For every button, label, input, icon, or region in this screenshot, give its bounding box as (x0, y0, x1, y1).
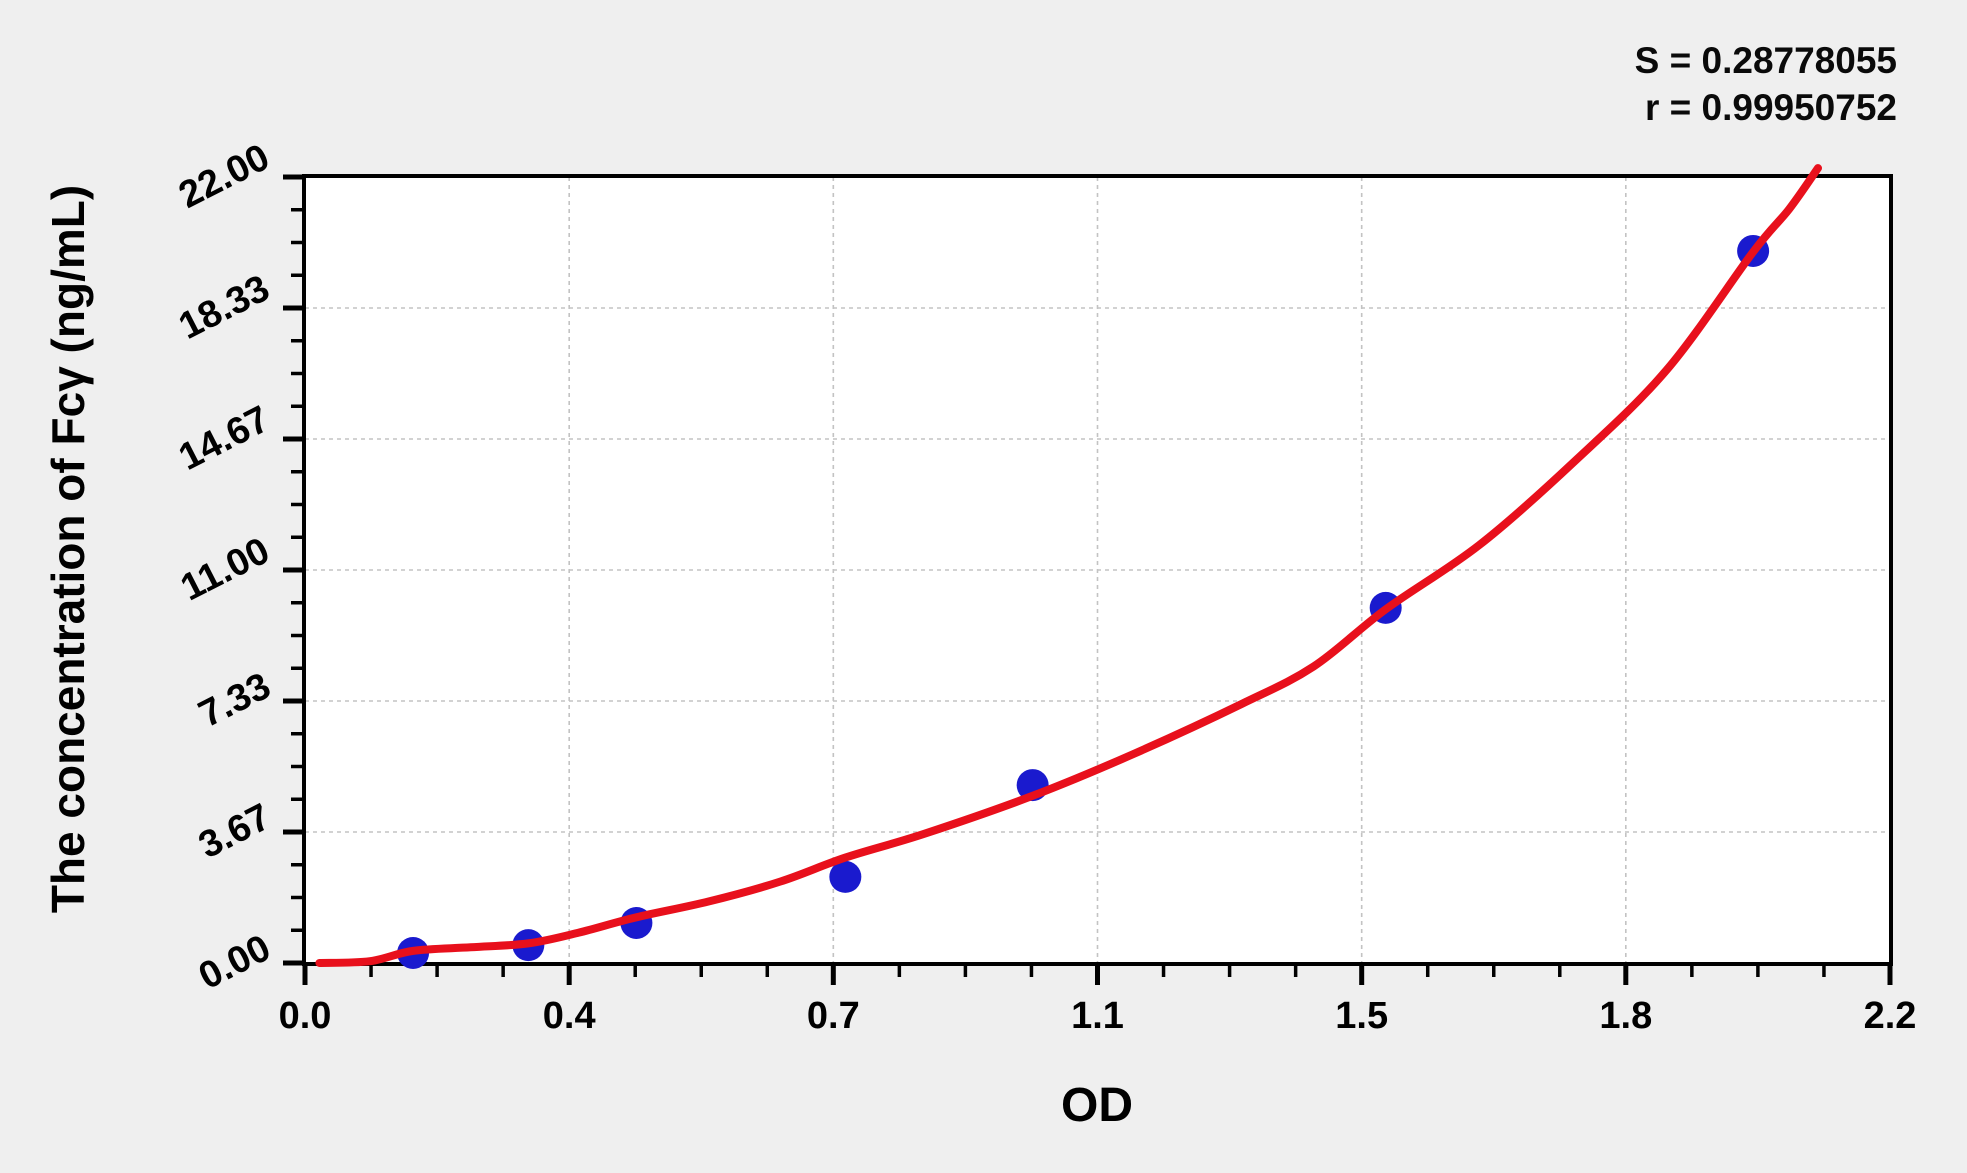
x-axis-title: OD (1061, 1079, 1133, 1132)
x-tick-label: 0.0 (278, 995, 332, 1037)
x-tick-label: 0.4 (542, 995, 596, 1037)
x-tick-label: 1.1 (1071, 995, 1124, 1037)
fit-r-value: r = 0.99950752 (1644, 86, 1897, 128)
x-tick-label: 1.5 (1335, 995, 1389, 1037)
data-point (829, 860, 862, 893)
y-axis-title: The concentration of Fcγ (ng/mL) (42, 184, 94, 914)
fit-s-value: S = 0.28778055 (1634, 40, 1897, 81)
x-tick-label: 2.2 (1863, 995, 1917, 1037)
fit-curve (315, 164, 1822, 967)
plot-border (302, 174, 1893, 966)
x-tick-label: 0.7 (806, 995, 860, 1037)
x-tick-label: 1.8 (1599, 995, 1653, 1037)
fit-statistics: S = 0.28778055 r = 0.99950752 (1635, 38, 1897, 131)
